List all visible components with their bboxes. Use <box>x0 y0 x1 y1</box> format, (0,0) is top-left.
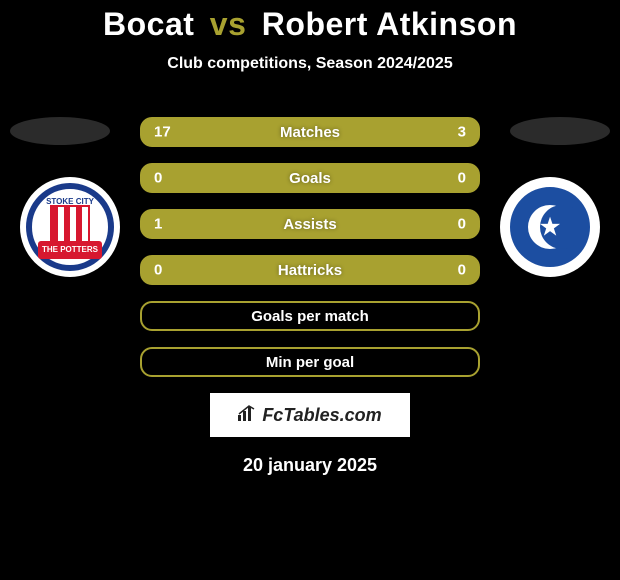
stat-row: 0 Hattricks 0 <box>140 255 480 285</box>
stat-row: 17 Matches 3 <box>140 117 480 147</box>
stoke-top-text: STOKE CITY <box>32 197 108 206</box>
stoke-badge-inner: STOKE CITY THE POTTERS <box>26 183 114 271</box>
portsmouth-badge-inner: ★ <box>506 183 594 271</box>
stat-row: Goals per match <box>140 301 480 331</box>
stat-label: Goals per match <box>251 308 369 325</box>
club-badge-left: STOKE CITY THE POTTERS <box>20 177 120 277</box>
stat-value-right: 0 <box>458 170 466 187</box>
player2-silhouette <box>510 117 610 145</box>
vs-label: vs <box>210 6 247 42</box>
stat-label: Matches <box>280 124 340 141</box>
stat-value-left: 0 <box>154 262 162 279</box>
branding-box: FcTables.com <box>210 393 410 437</box>
stoke-ribbon: THE POTTERS <box>38 241 102 259</box>
stats-table: 17 Matches 3 0 Goals 0 1 Assists 0 0 Hattricks 0 Goa… <box>140 117 480 377</box>
page-title: Bocat vs Robert Atkinson <box>0 6 620 43</box>
stat-label: Goals <box>289 170 331 187</box>
player2-name: Robert Atkinson <box>262 6 517 42</box>
date-label: 20 january 2025 <box>0 455 620 476</box>
branding-logo: FcTables.com <box>238 405 381 426</box>
main-area: STOKE CITY THE POTTERS ★ 17 Matches 3 0 Goal… <box>0 117 620 476</box>
player1-silhouette <box>10 117 110 145</box>
chart-icon <box>238 405 258 426</box>
subtitle: Club competitions, Season 2024/2025 <box>0 55 620 73</box>
comparison-card: Bocat vs Robert Atkinson Club competitio… <box>0 0 620 476</box>
stat-value-left: 1 <box>154 216 162 233</box>
stat-row: 0 Goals 0 <box>140 163 480 193</box>
stat-row: Min per goal <box>140 347 480 377</box>
branding-text: FcTables.com <box>262 405 381 426</box>
stat-value-left: 17 <box>154 124 171 141</box>
stat-label: Hattricks <box>278 262 342 279</box>
stat-label: Min per goal <box>266 354 354 371</box>
stat-value-right: 0 <box>458 262 466 279</box>
stat-row: 1 Assists 0 <box>140 209 480 239</box>
player1-name: Bocat <box>103 6 194 42</box>
stat-value-left: 0 <box>154 170 162 187</box>
club-badge-right: ★ <box>500 177 600 277</box>
portsmouth-star-icon: ★ <box>538 212 561 243</box>
stat-label: Assists <box>283 216 336 233</box>
stat-value-right: 3 <box>458 124 466 141</box>
stat-value-right: 0 <box>458 216 466 233</box>
